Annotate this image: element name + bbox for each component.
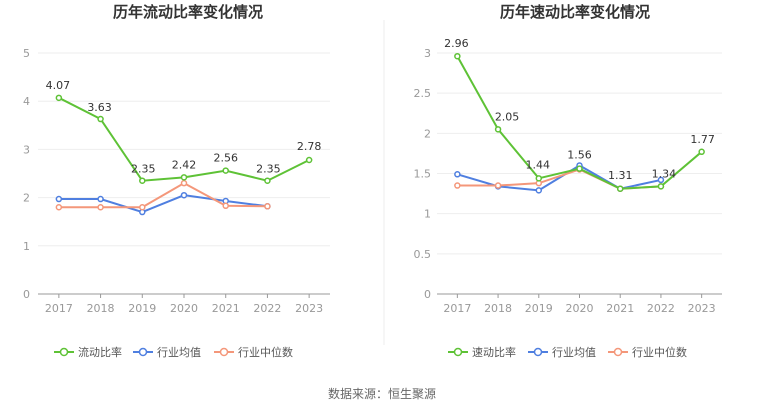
x-tick-label: 2017 bbox=[443, 302, 471, 315]
chart-quick-ratio: 历年速动比率变化情况 0 0.5 1 1.5 2 2.5 3 2017 2018 2019 2020 2… bbox=[414, 3, 722, 359]
data-point bbox=[264, 203, 271, 210]
y-tick-label: 2 bbox=[23, 192, 30, 205]
data-point bbox=[535, 175, 543, 182]
data-point bbox=[657, 183, 665, 190]
y-tick-label: 1 bbox=[23, 240, 30, 253]
x-tick-label: 2022 bbox=[253, 302, 281, 315]
data-point bbox=[180, 179, 188, 187]
legend-marker bbox=[59, 347, 69, 357]
legend-label: 行业均值 bbox=[552, 346, 596, 359]
data-point bbox=[222, 202, 229, 210]
data-point bbox=[494, 182, 502, 189]
chart-title: 历年速动比率变化情况 bbox=[500, 3, 650, 21]
data-label: 1.56 bbox=[567, 149, 592, 162]
legend-item[interactable]: 行业中位数 bbox=[214, 345, 293, 359]
y-tick-label: 5 bbox=[23, 47, 30, 60]
data-point bbox=[222, 167, 229, 174]
data-point bbox=[55, 94, 63, 102]
data-point bbox=[97, 203, 104, 211]
data-label: 2.56 bbox=[213, 152, 238, 165]
x-tick-label: 2019 bbox=[128, 302, 156, 315]
legend-label: 行业中位数 bbox=[238, 345, 293, 359]
legend-label: 行业中位数 bbox=[632, 345, 687, 359]
y-tick-label: 1 bbox=[424, 208, 431, 221]
data-point bbox=[454, 182, 461, 189]
y-tick-label: 4 bbox=[23, 95, 30, 108]
legend-item[interactable]: 行业均值 bbox=[133, 346, 201, 359]
data-label: 1.34 bbox=[652, 167, 677, 180]
legend-label: 行业均值 bbox=[157, 346, 201, 359]
x-tick-label: 2021 bbox=[212, 302, 240, 315]
legend-marker bbox=[138, 347, 148, 357]
data-point bbox=[97, 195, 104, 203]
data-point bbox=[535, 187, 543, 194]
legend-item[interactable]: 流动比率 bbox=[54, 345, 122, 359]
data-point bbox=[180, 191, 188, 199]
data-point bbox=[494, 126, 502, 133]
data-label: 2.35 bbox=[131, 163, 156, 176]
data-point bbox=[305, 156, 313, 164]
y-tick-label: 1.5 bbox=[414, 168, 432, 181]
data-point bbox=[454, 52, 461, 60]
data-label: 2.35 bbox=[256, 163, 281, 176]
series-line bbox=[58, 194, 268, 214]
legend-item[interactable]: 行业均值 bbox=[528, 346, 596, 359]
x-tick-label: 2017 bbox=[45, 302, 73, 315]
data-point bbox=[139, 203, 146, 211]
x-tick-label: 2021 bbox=[606, 302, 634, 315]
y-tick-label: 3 bbox=[23, 143, 30, 156]
legend-item[interactable]: 速动比率 bbox=[448, 345, 516, 359]
x-tick-label: 2023 bbox=[688, 302, 716, 315]
data-point bbox=[454, 171, 461, 178]
data-point bbox=[657, 176, 665, 184]
x-tick-label: 2018 bbox=[87, 302, 115, 315]
data-point bbox=[616, 185, 624, 193]
data-point bbox=[97, 115, 104, 123]
data-source: 数据来源：恒生聚源 bbox=[328, 386, 436, 401]
legend-marker bbox=[533, 347, 543, 357]
data-label: 4.07 bbox=[46, 79, 71, 92]
y-tick-label: 3 bbox=[424, 47, 431, 60]
x-tick-label: 2019 bbox=[525, 302, 553, 315]
series-line bbox=[58, 181, 268, 209]
y-tick-label: 0.5 bbox=[414, 248, 432, 261]
legend-marker bbox=[453, 347, 463, 357]
data-point bbox=[55, 203, 63, 211]
x-tick-label: 2022 bbox=[647, 302, 675, 315]
x-tick-label: 2020 bbox=[566, 302, 594, 315]
data-label: 1.77 bbox=[690, 133, 715, 146]
data-label: 2.96 bbox=[444, 37, 469, 50]
data-point bbox=[698, 148, 705, 156]
data-point bbox=[55, 195, 63, 203]
y-tick-label: 0 bbox=[424, 288, 431, 301]
legend-label: 流动比率 bbox=[78, 345, 122, 359]
series-line bbox=[457, 164, 662, 192]
data-label: 2.42 bbox=[172, 158, 197, 171]
y-tick-label: 2 bbox=[424, 127, 431, 140]
data-label: 1.31 bbox=[608, 169, 633, 182]
y-tick-label: 0 bbox=[23, 288, 30, 301]
data-label: 2.78 bbox=[297, 140, 322, 153]
legend-marker bbox=[219, 347, 229, 357]
data-point bbox=[139, 177, 146, 184]
y-tick-label: 2.5 bbox=[414, 87, 432, 100]
x-tick-label: 2020 bbox=[170, 302, 198, 315]
chart-title: 历年流动比率变化情况 bbox=[113, 3, 263, 21]
data-label: 2.05 bbox=[495, 110, 520, 123]
chart-current-ratio: 历年流动比率变化情况 0 1 2 3 4 5 2017 2018 2019 2020 2021 2022… bbox=[23, 3, 330, 359]
x-tick-label: 2023 bbox=[295, 302, 323, 315]
legend-item[interactable]: 行业中位数 bbox=[608, 345, 687, 359]
data-label: 3.63 bbox=[87, 101, 112, 114]
data-point bbox=[264, 177, 271, 184]
data-point bbox=[576, 165, 583, 172]
data-point bbox=[180, 174, 188, 181]
x-tick-label: 2018 bbox=[484, 302, 512, 315]
legend-label: 速动比率 bbox=[472, 345, 516, 359]
data-label: 1.44 bbox=[526, 158, 551, 171]
legend-marker bbox=[613, 347, 623, 357]
